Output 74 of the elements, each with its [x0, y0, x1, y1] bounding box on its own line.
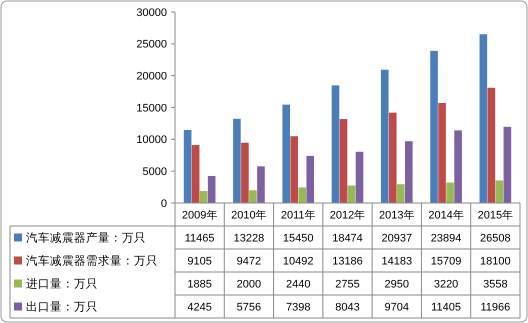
data-label: 2755 [335, 278, 360, 290]
y-tick-label: 20000 [136, 70, 167, 83]
x-tick-label: 2013年 [379, 209, 415, 222]
data-label: 13186 [332, 255, 363, 268]
y-tick-label: 10000 [136, 134, 167, 146]
x-tick-label: 2015年 [478, 209, 514, 222]
x-tick-label: 2010年 [231, 209, 267, 222]
data-label: 1885 [187, 278, 212, 290]
x-tick-label: 2014年 [428, 209, 464, 222]
bar [348, 185, 356, 203]
data-label: 14183 [381, 255, 412, 268]
bar [208, 176, 216, 203]
y-tick-label: 5000 [142, 166, 167, 178]
x-tick-label: 2011年 [280, 209, 316, 222]
bar [184, 130, 192, 203]
data-label: 9105 [187, 255, 212, 268]
bar [454, 130, 462, 203]
data-label: 9704 [384, 301, 410, 314]
data-label: 9472 [236, 255, 262, 268]
bar [340, 119, 348, 203]
bar [332, 85, 340, 203]
bar [200, 191, 208, 203]
bar [257, 166, 265, 203]
data-label: 23894 [430, 232, 462, 244]
data-label: 2440 [286, 278, 310, 290]
data-label: 2950 [384, 278, 410, 290]
bar [488, 88, 496, 203]
legend-label: 汽车减震器需求量：万只 [26, 254, 158, 268]
data-label: 18474 [332, 232, 363, 244]
data-label: 15450 [282, 232, 314, 244]
data-label: 11465 [184, 232, 215, 244]
data-label: 3558 [483, 278, 508, 290]
bar [233, 118, 241, 203]
data-label: 4245 [187, 301, 212, 314]
legend-label: 进口量：万只 [26, 278, 98, 291]
bar [290, 136, 298, 203]
bar [356, 152, 364, 203]
bar [282, 104, 290, 203]
x-tick-label: 2012年 [330, 209, 366, 222]
bar [388, 112, 397, 203]
bar [298, 187, 306, 203]
data-label: 11405 [431, 301, 461, 314]
data-label: 10492 [282, 255, 314, 268]
y-tick-label: 0 [160, 198, 167, 210]
data-label: 11966 [480, 301, 510, 314]
bar [430, 50, 438, 203]
data-label: 15709 [430, 255, 462, 268]
bar [241, 142, 249, 203]
data-label: 5756 [236, 301, 262, 314]
legend-label: 出口量：万只 [26, 300, 98, 314]
bar [438, 102, 446, 203]
bar [504, 126, 512, 203]
bar [405, 141, 413, 203]
x-tick-label: 2009年 [182, 209, 218, 222]
legend-label: 汽车减震器产量：万只 [26, 230, 146, 245]
bar [306, 156, 314, 203]
bar [192, 145, 200, 203]
data-label: 18100 [480, 255, 511, 268]
bar [480, 34, 488, 203]
bar [249, 190, 257, 203]
data-label: 20937 [381, 232, 412, 244]
bar [396, 184, 405, 203]
data-label: 3220 [434, 278, 458, 290]
data-label: 8043 [335, 301, 360, 314]
data-label: 7398 [286, 301, 310, 314]
y-tick-label: 15000 [136, 102, 167, 114]
data-label: 26508 [480, 232, 511, 244]
bar [496, 180, 504, 203]
y-tick-label: 25000 [136, 38, 167, 51]
bar [446, 182, 454, 203]
y-tick-label: 30000 [136, 6, 167, 19]
data-label: 13228 [234, 232, 264, 244]
bar [380, 70, 389, 203]
data-label: 2000 [236, 278, 262, 290]
